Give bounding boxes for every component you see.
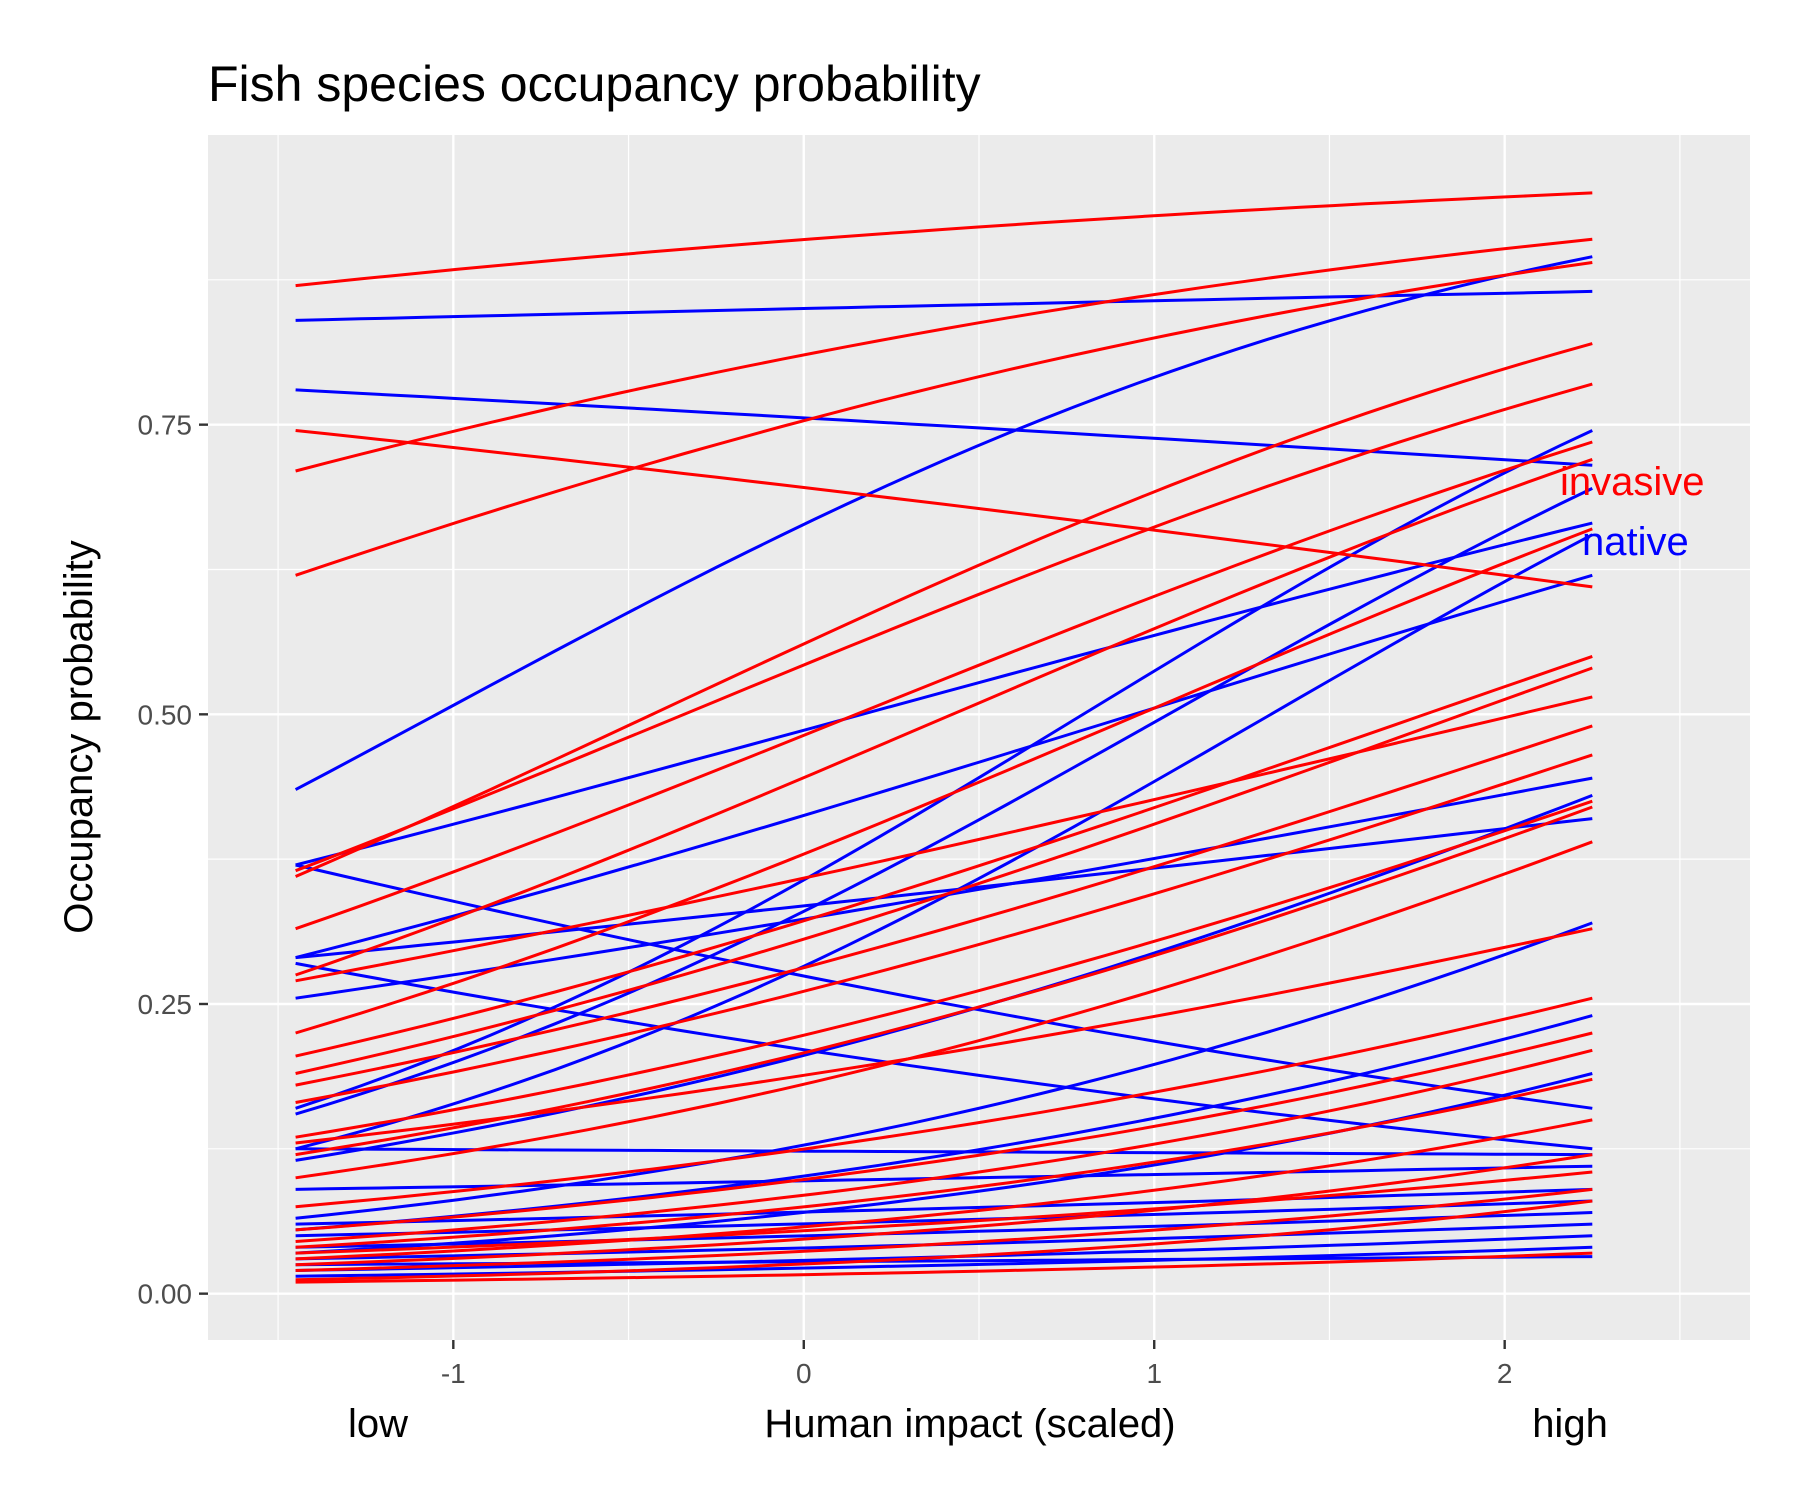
series-line-invasive <box>295 1199 1593 1282</box>
y-tick-label: 0.00 <box>138 1279 193 1310</box>
series-line-invasive <box>295 1251 1593 1284</box>
series-line-invasive <box>295 753 1593 1104</box>
series-line-native <box>295 533 1594 1151</box>
series-line-invasive <box>295 527 1593 1035</box>
series-line-invasive <box>295 1077 1593 1249</box>
grid-layer <box>208 135 1750 1340</box>
x-axis-low-label: low <box>348 1402 408 1446</box>
y-tick-label: 0.50 <box>138 699 193 730</box>
series-lines <box>294 191 1594 1284</box>
series-line-invasive <box>295 457 1593 977</box>
y-tick-label: 0.25 <box>138 989 193 1020</box>
series-line-invasive <box>295 695 1593 983</box>
chart-title: Fish species occupancy probability <box>208 56 981 112</box>
series-line-invasive <box>295 429 1593 589</box>
series-line-invasive <box>295 654 1593 1058</box>
series-line-invasive <box>295 342 1593 878</box>
series-line-native <box>295 429 1593 1110</box>
series-line-native <box>295 921 1593 1220</box>
x-axis-high-label: high <box>1532 1402 1608 1446</box>
series-line-invasive <box>295 261 1593 577</box>
series-line-invasive <box>295 1187 1593 1272</box>
x-tick-label: 0 <box>796 1358 812 1389</box>
series-line-invasive <box>295 724 1593 1087</box>
series-line-invasive <box>295 666 1593 1075</box>
series-line-native <box>295 863 1593 1110</box>
series-line-native <box>295 521 1593 867</box>
series-line-native <box>295 817 1593 960</box>
series-line-native <box>295 1187 1593 1226</box>
series-line-native <box>294 255 1593 791</box>
series-line-invasive <box>295 799 1593 1139</box>
series-line-invasive <box>295 840 1593 1180</box>
series-line-invasive <box>295 1048 1593 1243</box>
axes: -1 0 1 2 0.00 0.25 0.50 0.75 <box>138 410 1513 1389</box>
series-line-invasive <box>295 440 1593 931</box>
series-line-invasive <box>295 996 1593 1209</box>
series-line-native <box>295 388 1593 467</box>
series-line-invasive <box>295 1153 1593 1267</box>
series-line-invasive <box>295 382 1593 873</box>
annotation-native: native <box>1582 520 1689 564</box>
x-tick-label: 2 <box>1497 1358 1513 1389</box>
series-line-invasive <box>295 191 1593 288</box>
x-tick-label: -1 <box>441 1358 466 1389</box>
series-line-invasive <box>295 237 1593 473</box>
series-line-invasive <box>295 1118 1593 1261</box>
x-axis-title: Human impact (scaled) <box>764 1402 1175 1446</box>
series-line-native <box>295 1147 1593 1157</box>
annotation-invasive: invasive <box>1560 460 1705 504</box>
series-line-invasive <box>295 927 1593 1145</box>
series-line-native <box>295 573 1593 960</box>
series-line-invasive <box>295 1031 1593 1232</box>
y-tick-label: 0.75 <box>138 410 193 441</box>
series-line-native <box>295 1199 1593 1238</box>
y-axis-title: Occupancy probability <box>57 540 101 934</box>
series-line-invasive <box>295 1170 1593 1255</box>
series-line-native <box>295 1211 1593 1249</box>
x-tick-label: 1 <box>1146 1358 1162 1389</box>
